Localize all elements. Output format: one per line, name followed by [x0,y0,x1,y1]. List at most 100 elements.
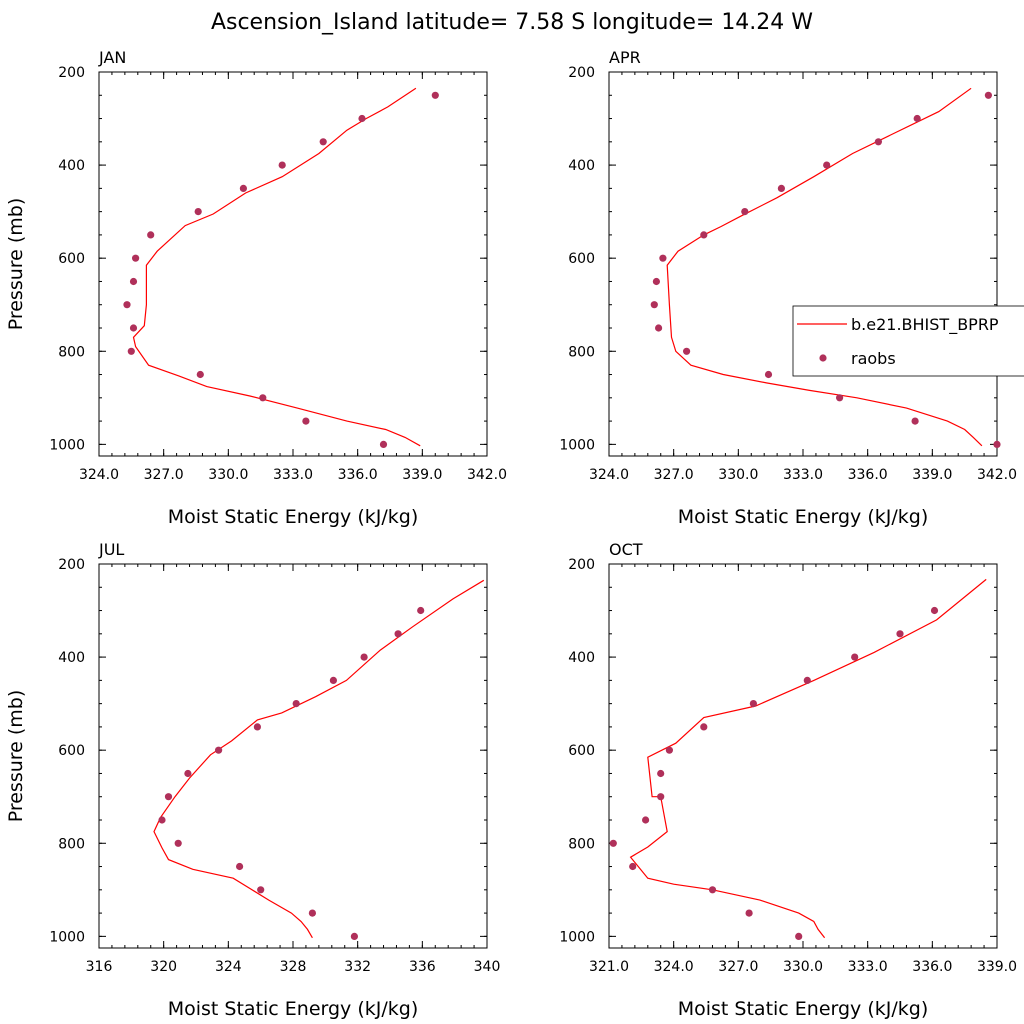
plot-frame [98,71,488,457]
raobs-point [278,161,286,169]
raobs-point [708,886,717,894]
raobs-point [417,606,425,615]
raobs-point [642,816,650,824]
raobs-point [874,138,883,146]
raobs-point [129,324,138,332]
raobs-point [350,932,358,941]
panel-jul: JUL 316 320 324 328 332 336 340 200 400 600 800 1000… [5,540,500,1020]
raobs-point [851,653,859,661]
raobs-point [777,184,786,192]
raobs-point [215,746,223,754]
raobs-point [803,676,811,685]
raobs-point [308,909,316,917]
raobs-point [129,277,138,286]
x-tick-label: 339.0 [912,467,952,483]
raobs-point [659,254,667,262]
x-tick-label: 324.0 [589,467,629,483]
x-tick-label: 330.0 [208,467,248,483]
raobs-point [127,347,135,355]
x-tick-label: 333.0 [273,467,313,483]
figure-title: Ascension_Island latitude= 7.58 S longit… [211,10,813,35]
x-tick-label: 330.0 [718,467,758,483]
y-tick-label: 200 [568,557,595,573]
x-tick-label: 324.0 [79,467,119,483]
y-tick-label: 600 [568,743,595,759]
y-tick-label: 600 [568,251,595,267]
y-tick-label: 800 [58,836,85,852]
panel-jan: JAN 324.0 327.0 330.0 333.0 336.0 339.0 342.0 20… [5,48,507,528]
panel-label: APR [609,48,641,67]
raobs-point [823,161,831,169]
model-profile-line [132,87,421,447]
raobs-point [164,793,173,801]
raobs-point [795,932,803,941]
raobs-point [741,208,749,216]
raobs-point [253,723,261,731]
x-tick-label: 332 [344,959,371,975]
x-tick-label: 339.0 [402,467,442,483]
raobs-point [650,301,658,309]
plot-frame [608,563,998,949]
raobs-point [319,138,327,146]
x-axis-label: Moist Static Energy (kJ/kg) [168,998,419,1020]
raobs-point [749,700,758,708]
raobs-point [655,324,663,332]
x-tick-label: 330.0 [783,959,823,975]
y-tick-label: 800 [568,344,595,360]
raobs-point [764,370,773,379]
x-tick-label: 333.0 [848,959,888,975]
y-tick-label: 1000 [559,437,595,453]
legend-label: raobs [851,349,896,368]
x-tick-label: 336.0 [848,467,888,483]
raobs-point [394,630,402,638]
x-tick-label: 327.0 [144,467,184,483]
model-profile-line [153,579,485,939]
y-tick-label: 800 [58,344,85,360]
y-axis-label: Pressure (mb) [5,198,27,331]
raobs-point [174,839,182,847]
y-axis-label: Pressure (mb) [5,690,27,823]
x-tick-label: 342.0 [977,467,1017,483]
x-tick-label: 333.0 [783,467,823,483]
y-tick-label: 1000 [49,929,85,945]
raobs-point [147,231,155,239]
raobs-point [158,816,166,824]
legend-marker-swatch [819,354,827,362]
raobs-point [683,347,691,355]
x-tick-label: 324.0 [654,959,694,975]
raobs-point [993,440,1001,448]
x-tick-label: 336.0 [338,467,378,483]
x-tick-label: 324 [215,959,242,975]
x-tick-label: 339.0 [977,959,1017,975]
x-tick-label: 336 [409,959,436,975]
y-tick-label: 200 [58,65,85,81]
y-tick-label: 400 [568,650,595,666]
raobs-point [259,394,267,402]
x-axis-label: Moist Static Energy (kJ/kg) [678,506,929,528]
raobs-point [657,769,665,778]
raobs-point [431,91,439,99]
plot-frame [608,71,998,457]
raobs-point [657,793,665,801]
raobs-point [184,769,192,778]
x-tick-label: 320 [150,959,177,975]
raobs-point [984,91,993,99]
raobs-point [329,676,337,685]
x-tick-label: 340 [474,959,501,975]
raobs-point [629,862,637,871]
y-tick-label: 600 [58,743,85,759]
x-axis-label: Moist Static Energy (kJ/kg) [168,506,419,528]
raobs-point [665,746,674,754]
panel-label: JUL [98,540,124,559]
raobs-point [196,370,204,379]
y-tick-label: 200 [568,65,595,81]
y-tick-label: 1000 [559,929,595,945]
y-tick-label: 200 [58,557,85,573]
raobs-point [132,254,140,262]
raobs-point [913,114,921,123]
raobs-point [930,606,939,615]
raobs-point [700,723,708,731]
y-tick-label: 800 [568,836,595,852]
